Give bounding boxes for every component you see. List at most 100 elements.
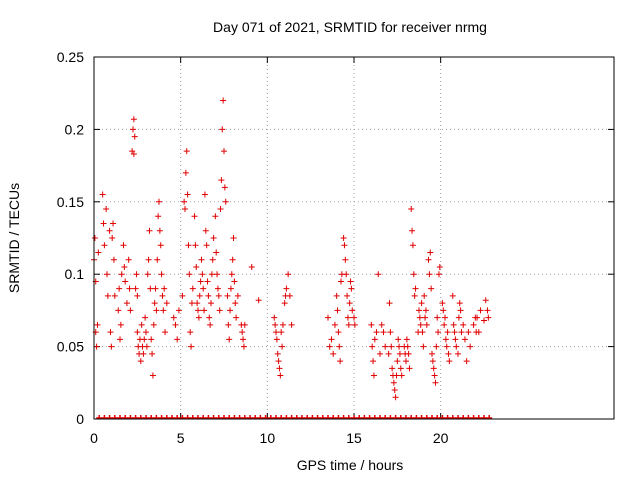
zero-point — [429, 415, 435, 419]
data-point — [226, 336, 233, 343]
data-point — [278, 329, 285, 336]
data-point — [120, 242, 127, 249]
data-point — [396, 343, 403, 350]
data-point — [417, 321, 424, 328]
data-point — [179, 292, 186, 299]
data-point — [338, 278, 344, 285]
data-point — [240, 336, 247, 343]
data-point — [273, 336, 280, 343]
data-point — [434, 314, 441, 321]
data-point — [368, 321, 375, 328]
data-point — [403, 336, 410, 343]
data-point — [404, 343, 411, 350]
zero-point — [403, 415, 409, 419]
data-point — [375, 271, 382, 278]
zero-point — [96, 415, 103, 419]
data-point — [442, 336, 449, 343]
data-point — [435, 329, 442, 336]
data-point — [131, 133, 138, 140]
data-point — [241, 321, 248, 328]
zero-point — [366, 415, 373, 419]
zero-point — [127, 415, 134, 419]
data-point — [104, 271, 110, 278]
data-point — [133, 271, 140, 278]
zero-point — [267, 415, 274, 419]
data-point — [484, 307, 491, 314]
zero-point — [143, 415, 149, 419]
zero-point — [299, 415, 305, 419]
data-point — [116, 285, 123, 292]
zero-point — [252, 415, 259, 419]
data-point — [406, 365, 413, 372]
data-point — [188, 300, 195, 307]
data-point — [110, 256, 117, 263]
data-point — [201, 307, 208, 314]
data-point — [104, 292, 111, 299]
data-point — [453, 343, 460, 350]
data-point — [371, 336, 378, 343]
data-point — [412, 285, 419, 292]
zero-point — [288, 415, 295, 419]
data-point — [397, 365, 404, 372]
zero-point — [439, 415, 446, 419]
data-point — [455, 350, 461, 357]
x-tick-label: 20 — [433, 430, 449, 446]
data-point — [215, 292, 222, 299]
data-point — [432, 379, 439, 386]
data-point — [160, 307, 167, 314]
zero-point — [361, 415, 368, 419]
data-point — [216, 307, 223, 314]
zero-point — [293, 415, 300, 419]
data-point — [106, 227, 113, 234]
zero-point — [377, 415, 383, 419]
x-axis-label: GPS time / hours — [297, 457, 404, 473]
zero-point — [205, 415, 212, 419]
data-point — [199, 271, 206, 278]
data-point — [197, 278, 204, 285]
data-point — [206, 314, 213, 321]
data-point — [426, 271, 433, 278]
data-point — [396, 350, 403, 357]
data-point — [147, 285, 154, 292]
data-point — [209, 256, 216, 263]
data-point — [336, 343, 343, 350]
data-point — [154, 256, 161, 263]
data-point — [286, 292, 293, 299]
data-point — [212, 213, 219, 220]
zero-point — [189, 415, 196, 419]
data-point — [411, 292, 418, 299]
zero-point — [226, 415, 233, 419]
data-point — [465, 329, 472, 336]
data-point — [196, 292, 203, 299]
zero-point — [449, 415, 456, 419]
data-point — [422, 314, 429, 321]
data-point — [101, 242, 108, 249]
data-point — [272, 321, 279, 328]
data-point — [219, 126, 226, 133]
data-point — [482, 297, 489, 304]
x-tick-label: 5 — [177, 430, 185, 446]
x-tick-label: 10 — [260, 430, 276, 446]
data-point — [378, 321, 385, 328]
data-point — [132, 285, 139, 292]
data-point — [452, 336, 459, 343]
data-point — [389, 365, 396, 372]
data-point — [435, 271, 442, 278]
data-point — [343, 271, 350, 278]
data-point — [110, 220, 117, 227]
data-point — [146, 227, 153, 234]
data-point — [117, 321, 124, 328]
data-point — [158, 271, 165, 278]
data-point — [163, 300, 170, 307]
zero-point — [174, 415, 181, 419]
data-point — [398, 372, 405, 379]
data-point — [281, 300, 288, 307]
zero-point — [137, 415, 144, 419]
zero-point — [481, 415, 487, 419]
data-point — [477, 307, 484, 314]
data-point — [460, 321, 467, 328]
data-point — [142, 314, 149, 321]
x-tick-label: 0 — [90, 430, 98, 446]
zero-point — [387, 415, 394, 419]
plot-frame — [93, 56, 615, 420]
